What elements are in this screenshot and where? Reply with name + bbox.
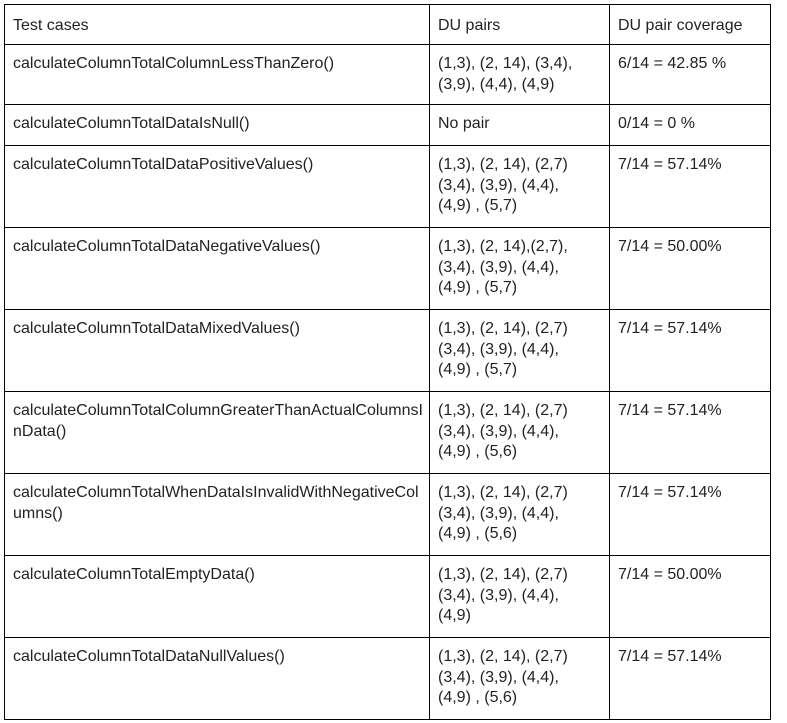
- du-pairs-cell: (1,3), (2, 14),(2,7), (3,4), (3,9), (4,4)…: [429, 227, 610, 310]
- table-row: calculateColumnTotalDataIsNull() No pair 0…: [4, 104, 771, 146]
- test-case-cell: calculateColumnTotalDataNullValues(): [4, 637, 430, 720]
- test-case-cell: calculateColumnTotalWhenDataIsInvalidWit…: [4, 473, 430, 556]
- test-case-cell: calculateColumnTotalDataMixedValues(): [4, 309, 430, 392]
- coverage-cell: 7/14 = 50.00%: [609, 227, 771, 310]
- coverage-cell: 7/14 = 57.14%: [609, 309, 771, 392]
- coverage-cell: 7/14 = 57.14%: [609, 145, 771, 228]
- du-pairs-line: (3,4), (3,9), (4,4),: [438, 258, 559, 276]
- table-row: calculateColumnTotalColumnLessThanZero()…: [4, 44, 771, 105]
- coverage-cell: 7/14 = 57.14%: [609, 473, 771, 556]
- du-pairs-cell: (1,3), (2, 14), (2,7) (3,4), (3,9), (4,4)…: [429, 473, 610, 556]
- du-pairs-line: (3,4), (3,9), (4,4),: [438, 176, 559, 194]
- table-row: calculateColumnTotalDataNullValues() (1,3…: [4, 637, 771, 720]
- coverage-cell: 6/14 = 42.85 %: [609, 44, 771, 105]
- table-row: calculateColumnTotalDataMixedValues() (1,…: [4, 309, 771, 392]
- table-row: calculateColumnTotalWhenDataIsInvalidWit…: [4, 473, 771, 556]
- coverage-cell: 0/14 = 0 %: [609, 104, 771, 146]
- header-row: Test cases DU pairs DU pair coverage: [4, 4, 771, 45]
- du-pairs-line: (1,3), (2, 14),(2,7),: [438, 238, 568, 255]
- du-pairs-cell: (1,3), (2, 14), (3,4), (3,9), (4,4), (4,9…: [429, 44, 610, 105]
- test-case-cell: calculateColumnTotalDataNegativeValues(): [4, 227, 430, 310]
- du-pairs-line: (4,9) , (5,6): [438, 443, 518, 460]
- du-pairs-line: (1,3), (2, 14), (2,7): [438, 156, 568, 173]
- du-pairs-cell: (1,3), (2, 14), (2,7) (3,4), (3,9), (4,4)…: [429, 637, 610, 720]
- test-case-cell: calculateColumnTotalDataPositiveValues(): [4, 145, 430, 228]
- du-pairs-cell: No pair: [429, 104, 610, 146]
- du-pairs-cell: (1,3), (2, 14), (2,7) (3,4), (3,9), (4,4)…: [429, 555, 610, 638]
- du-pair-coverage-table: Test cases DU pairs DU pair coverage cal…: [4, 4, 771, 720]
- table-row: calculateColumnTotalColumnGreaterThanAct…: [4, 391, 771, 474]
- du-pairs-line: (1,3), (2, 14), (2,7): [438, 648, 568, 665]
- test-case-cell: calculateColumnTotalColumnGreaterThanAct…: [4, 391, 430, 474]
- du-pairs-line: (1,3), (2, 14), (2,7): [438, 566, 568, 583]
- table-row: calculateColumnTotalDataPositiveValues()…: [4, 145, 771, 228]
- header-du-pairs: DU pairs: [429, 4, 610, 45]
- table-row: calculateColumnTotalEmptyData() (1,3), (2…: [4, 555, 771, 638]
- table-body: calculateColumnTotalColumnLessThanZero()…: [4, 44, 771, 720]
- coverage-cell: 7/14 = 50.00%: [609, 555, 771, 638]
- coverage-cell: 7/14 = 57.14%: [609, 391, 771, 474]
- du-pairs-line: (4,9) , (5,7): [438, 197, 518, 214]
- du-pairs-line: (1,3), (2, 14), (2,7): [438, 320, 568, 337]
- du-pairs-line: (4,9) , (5,6): [438, 689, 518, 706]
- du-pairs-line: (1,3), (2, 14), (2,7): [438, 402, 568, 419]
- table-row: calculateColumnTotalDataNegativeValues()…: [4, 227, 771, 310]
- du-pairs-line: (4,9) , (5,7): [438, 361, 518, 378]
- test-case-cell: calculateColumnTotalEmptyData(): [4, 555, 430, 638]
- du-pairs-line: (3,4), (3,9), (4,4),: [438, 340, 559, 358]
- header-test-cases: Test cases: [4, 4, 430, 45]
- du-pairs-line: (3,9), (4,4), (4,9): [438, 75, 555, 93]
- test-case-cell: calculateColumnTotalColumnLessThanZero(): [4, 44, 430, 105]
- du-pairs-line: (4,9): [438, 607, 471, 624]
- test-case-cell: calculateColumnTotalDataIsNull(): [4, 104, 430, 146]
- coverage-cell: 7/14 = 57.14%: [609, 637, 771, 720]
- du-pairs-line: (3,4), (3,9), (4,4),: [438, 422, 559, 440]
- du-pairs-line: No pair: [438, 115, 490, 132]
- du-pairs-line: (1,3), (2, 14), (3,4),: [438, 55, 573, 72]
- du-pairs-line: (4,9) , (5,6): [438, 525, 518, 542]
- du-pairs-cell: (1,3), (2, 14), (2,7) (3,4), (3,9), (4,4)…: [429, 391, 610, 474]
- du-pairs-cell: (1,3), (2, 14), (2,7) (3,4), (3,9), (4,4)…: [429, 309, 610, 392]
- du-pairs-line: (3,4), (3,9), (4,4),: [438, 668, 559, 686]
- header-du-pair-coverage: DU pair coverage: [609, 4, 771, 45]
- du-pairs-line: (4,9) , (5,7): [438, 279, 518, 296]
- du-pairs-cell: (1,3), (2, 14), (2,7) (3,4), (3,9), (4,4)…: [429, 145, 610, 228]
- du-pairs-line: (1,3), (2, 14), (2,7): [438, 484, 568, 501]
- du-pairs-line: (3,4), (3,9), (4,4),: [438, 504, 559, 522]
- du-pairs-line: (3,4), (3,9), (4,4),: [438, 586, 559, 604]
